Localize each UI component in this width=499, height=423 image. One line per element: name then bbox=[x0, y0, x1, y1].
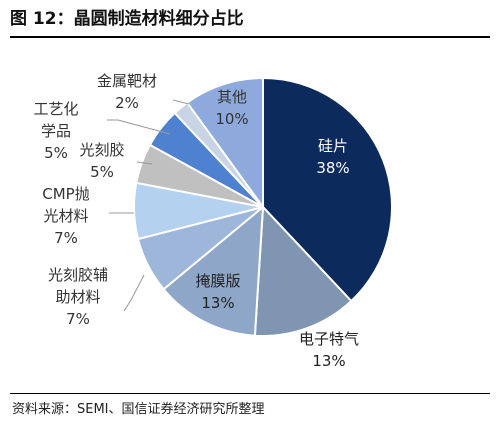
slice-label-line: 金属靶材 bbox=[97, 72, 157, 90]
slice-label-4: 光刻胶辅助材料 7% bbox=[48, 266, 108, 328]
slice-label-2: 电子特气 13% bbox=[299, 330, 359, 370]
slice-label-line: 其他 bbox=[217, 88, 247, 106]
chart-title: 图 12：晶圆制造材料细分占比 bbox=[10, 9, 244, 29]
slice-label-line: 光材料 bbox=[43, 207, 88, 225]
slice-label-line: 5% bbox=[44, 144, 68, 162]
slice-label-9: 其他 10% bbox=[215, 88, 248, 128]
leader-line-4 bbox=[123, 274, 145, 312]
slice-label-line: 光刻胶辅 bbox=[48, 266, 108, 284]
slice-label-1: 硅片 38% bbox=[316, 137, 349, 177]
pie-slice-3 bbox=[162, 204, 265, 337]
pie-slice-2 bbox=[253, 204, 353, 338]
title-divider bbox=[10, 36, 490, 38]
leader-line-7 bbox=[107, 119, 171, 135]
slice-label-line: 硅片 bbox=[318, 137, 348, 155]
slice-label-line: 学品 bbox=[41, 122, 71, 140]
slice-label-line: 电子特气 bbox=[299, 330, 359, 348]
slice-label-line: 工艺化 bbox=[33, 100, 78, 118]
slice-label-8: 金属靶材 2% bbox=[97, 72, 157, 112]
slice-label-6: 光刻胶 5% bbox=[79, 141, 124, 181]
slice-label-3: 掩膜版 13% bbox=[195, 272, 240, 312]
source-note: 资料来源：SEMI、国信证券经济研究所整理 bbox=[12, 402, 265, 417]
slice-label-line: 10% bbox=[215, 110, 248, 128]
slice-label-5: CMP抛光材料 7% bbox=[42, 185, 89, 247]
footer-divider bbox=[10, 393, 490, 394]
slice-label-line: 38% bbox=[316, 159, 349, 177]
slice-label-line: CMP抛 bbox=[42, 185, 89, 203]
slice-label-line: 7% bbox=[66, 310, 90, 328]
slice-label-line: 13% bbox=[312, 352, 345, 370]
slice-label-line: 助材料 bbox=[55, 288, 100, 306]
slice-label-line: 光刻胶 bbox=[79, 141, 124, 159]
slice-label-line: 13% bbox=[201, 294, 234, 312]
leader-line-6 bbox=[136, 161, 153, 165]
pie-slice-9 bbox=[185, 76, 264, 211]
slice-label-line: 掩膜版 bbox=[195, 272, 240, 290]
pie-slice-1 bbox=[262, 76, 393, 303]
slice-label-line: 5% bbox=[90, 163, 114, 181]
slice-label-line: 2% bbox=[115, 94, 139, 112]
slice-label-line: 7% bbox=[54, 229, 78, 247]
slice-label-7: 工艺化学品 5% bbox=[33, 100, 78, 162]
leader-line-8 bbox=[172, 99, 190, 105]
